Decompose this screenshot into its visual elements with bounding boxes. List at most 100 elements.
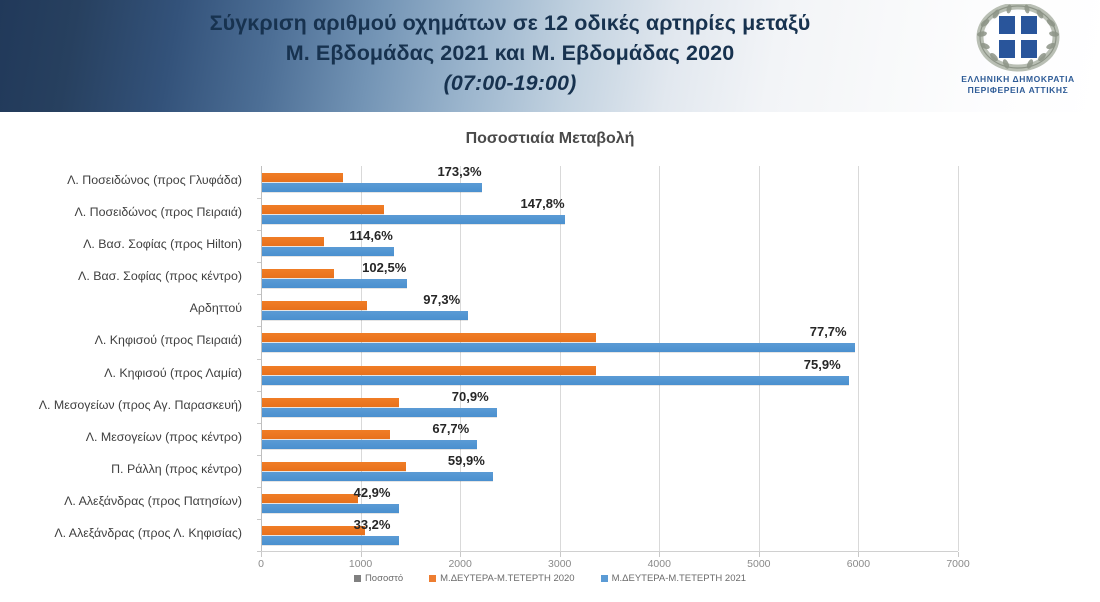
- category-axis-tick: [257, 518, 261, 520]
- axis-tick-label: 4000: [647, 558, 671, 570]
- category-label: Λ. Αλεξάνδρας (προς Λ. Κηφισίας): [54, 525, 242, 540]
- category-label: Λ. Κηφισού (προς Λαμία): [104, 365, 242, 380]
- bar-series-2020: [262, 333, 596, 343]
- category-label: Λ. Ποσειδώνος (προς Γλυφάδα): [67, 173, 242, 188]
- category-axis-tick: [257, 198, 261, 200]
- axis-tick: [360, 552, 362, 557]
- data-label-percent-change: 97,3%: [423, 292, 461, 308]
- value-axis-line: [261, 166, 262, 551]
- data-label-percent-change: 77,7%: [809, 324, 847, 340]
- axis-tick: [460, 552, 462, 557]
- category-axis-tick: [257, 390, 261, 392]
- data-label-percent-change: 70,9%: [451, 388, 489, 404]
- data-label-percent-change: 173,3%: [437, 164, 482, 179]
- data-label-percent-change: 75,9%: [803, 356, 841, 372]
- data-label-percent-change: 42,9%: [353, 484, 391, 500]
- chart-title: Ποσοστιαία Μεταβολή: [465, 130, 635, 147]
- bar-series-2020: [262, 269, 334, 279]
- organization-logo: ΕΛΛΗΝΙΚΗ ΔΗΜΟΚΡΑΤΙΑ ΠΕΡΙΦΕΡΕΙΑ ΑΤΤΙΚΗΣ: [952, 4, 1084, 108]
- bar-series-2020: [262, 429, 391, 439]
- bar-series-2021: [262, 535, 399, 545]
- bar-series-2020: [262, 525, 365, 535]
- legend-label: Ποσοστό: [364, 573, 404, 584]
- header-gradient-background: [0, 0, 1100, 112]
- bar-series-2021: [262, 343, 855, 353]
- axis-tick-label: 6000: [846, 558, 871, 570]
- bar-series-2020: [262, 173, 343, 182]
- bar-series-2021: [262, 471, 493, 481]
- bar-series-2020: [262, 397, 400, 407]
- category-label: Λ. Κηφισού (προς Πειραιά): [94, 333, 242, 348]
- legend-item[interactable]: Μ.ΔΕΥΤΕΡΑ-Μ.ΤΕΤΕΡΤΗ 2020: [429, 573, 575, 584]
- logo-caption: ΕΛΛΗΝΙΚΗ ΔΗΜΟΚΡΑΤΙΑ ΠΕΡΙΦΕΡΕΙΑ ΑΤΤΙΚΗΣ: [952, 74, 1084, 96]
- category-axis-tick: [257, 262, 261, 264]
- data-label-percent-change: 67,7%: [432, 420, 470, 436]
- plot-area: 0 1000 2000 3000 4000 5000 6000 7000 173,3% 147,8…: [257, 164, 970, 570]
- gridline: [958, 166, 959, 551]
- page-header: Σύγκριση αριθμού οχημάτων σε 12 οδικές α…: [0, 0, 1100, 118]
- bar-series-2021: [262, 279, 408, 289]
- bar-series-2020: [262, 237, 324, 247]
- bar-series-2020: [262, 365, 596, 375]
- legend-swatch: [353, 575, 361, 582]
- category-label: Αρδηττού: [189, 301, 242, 316]
- category-axis-tick: [257, 551, 261, 552]
- bar-series-2021: [262, 407, 497, 417]
- data-label-percent-change: 147,8%: [520, 196, 565, 212]
- data-label-percent-change: 114,6%: [349, 228, 393, 244]
- category-label: Λ. Βασ. Σοφίας (προς Hilton): [83, 237, 242, 252]
- legend-label: Μ.ΔΕΥΤΕΡΑ-Μ.ΤΕΤΕΡΤΗ 2021: [611, 573, 747, 584]
- data-label-percent-change: 102,5%: [362, 260, 407, 276]
- bar-series-2021: [262, 503, 399, 513]
- greek-republic-emblem-icon: [976, 4, 1060, 72]
- legend-item[interactable]: Μ.ΔΕΥΤΕΡΑ-Μ.ΤΕΤΕΡΤΗ 2021: [600, 573, 747, 584]
- bar-series-2021: [262, 439, 478, 449]
- axis-tick: [261, 552, 262, 557]
- bar-series-2021: [262, 247, 395, 257]
- category-label: Π. Ράλλη (προς κέντρο): [111, 461, 242, 476]
- page-title: Σύγκριση αριθμού οχημάτων σε 12 οδικές α…: [140, 8, 880, 98]
- category-axis-tick: [257, 422, 261, 424]
- bar-series-2021: [262, 311, 469, 321]
- axis-tick-label: 7000: [946, 558, 970, 570]
- chart-legend: Ποσοστό Μ.ΔΕΥΤΕΡΑ-Μ.ΤΕΤΕΡΤΗ 2020 Μ.ΔΕΥΤΕΡΑ…: [0, 573, 1100, 584]
- gridline: [758, 166, 760, 551]
- bar-series-2020: [262, 461, 407, 471]
- bar-series-2021: [262, 183, 483, 192]
- bar-series-2021: [262, 375, 849, 385]
- category-axis-tick: [257, 486, 261, 488]
- category-axis-tick: [257, 230, 261, 232]
- chart-container: Ποσοστιαία Μεταβολή Λ. Ποσειδώνος (προς …: [0, 118, 1100, 602]
- axis-tick-label: 3000: [548, 558, 572, 570]
- gridline: [460, 166, 462, 551]
- category-axis-tick: [257, 358, 261, 360]
- category-axis-line: [261, 551, 958, 552]
- gridline: [559, 166, 561, 551]
- page-title-line-1: Σύγκριση αριθμού οχημάτων σε 12 οδικές α…: [209, 11, 811, 35]
- gridline: [360, 166, 362, 551]
- bar-series-2020: [262, 301, 367, 311]
- category-axis-tick: [257, 294, 261, 296]
- logo-caption-line-1: ΕΛΛΗΝΙΚΗ ΔΗΜΟΚΡΑΤΙΑ: [961, 74, 1075, 84]
- category-label: Λ. Βασ. Σοφίας (προς κέντρο): [78, 269, 242, 284]
- bar-series-2020: [262, 493, 358, 503]
- category-axis-tick: [257, 326, 261, 328]
- category-label: Λ. Αλεξάνδρας (προς Πατησίων): [64, 493, 242, 508]
- data-label-percent-change: 59,9%: [447, 452, 485, 468]
- axis-tick-label: 1000: [348, 558, 373, 570]
- legend-swatch: [429, 575, 437, 582]
- gridline: [858, 166, 860, 551]
- page-title-line-3: (07:00-19:00): [443, 71, 577, 95]
- legend-item[interactable]: Ποσοστό: [353, 573, 404, 584]
- axis-tick-label: 2000: [448, 558, 472, 570]
- category-axis-tick: [257, 454, 261, 456]
- category-label: Λ. Ποσειδώνος (προς Πειραιά): [74, 205, 242, 220]
- category-label: Λ. Μεσογείων (προς Αγ. Παρασκευή): [38, 397, 242, 412]
- legend-swatch: [600, 575, 608, 582]
- category-axis-labels: Λ. Ποσειδώνος (προς Γλυφάδα) Λ. Ποσειδώνο…: [0, 166, 252, 551]
- axis-tick-label: 0: [258, 558, 264, 570]
- axis-tick: [758, 552, 760, 557]
- gridline: [659, 166, 661, 551]
- axis-tick: [659, 552, 661, 557]
